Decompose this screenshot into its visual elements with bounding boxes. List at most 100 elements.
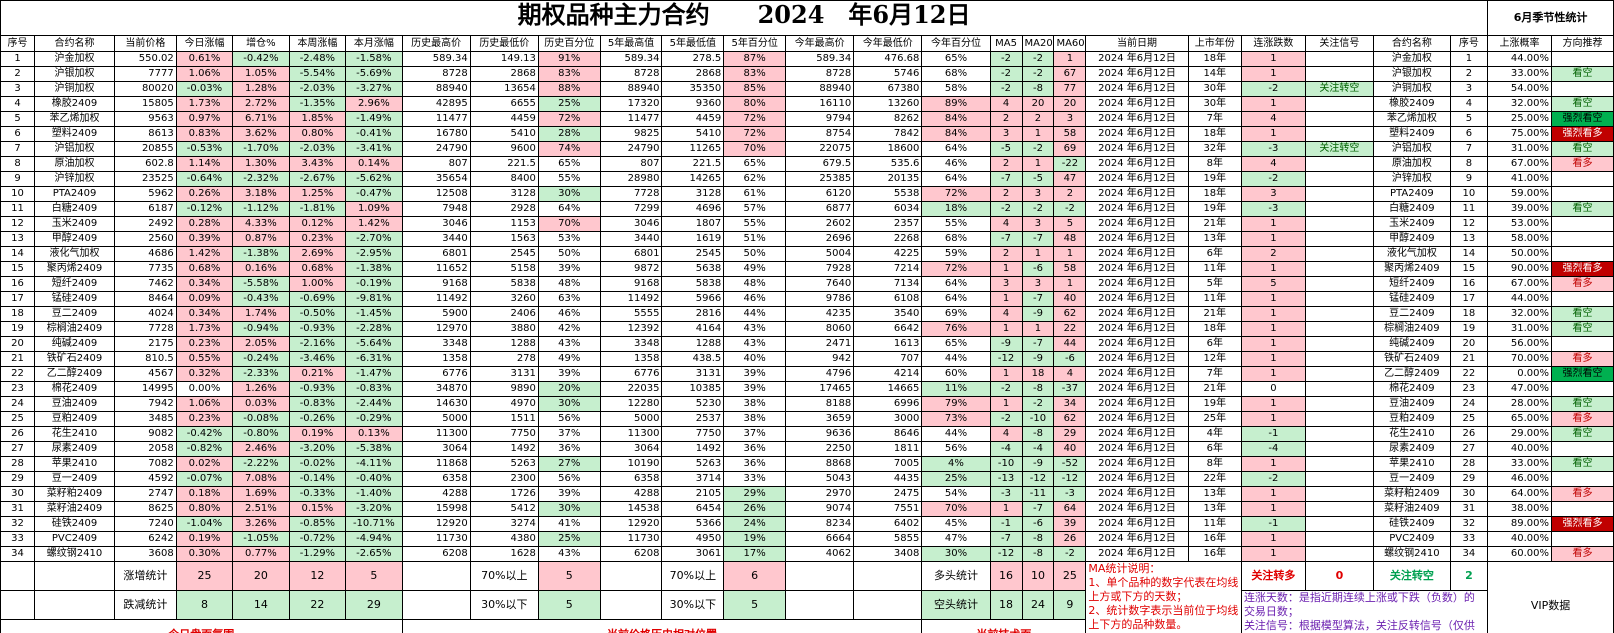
year-percentile: 11% xyxy=(921,381,991,397)
column-header: 历史最低价 xyxy=(469,35,539,52)
watch-signal xyxy=(1304,366,1375,382)
row-index-right: 24 xyxy=(1449,396,1489,412)
column-header: 合约名称 xyxy=(34,35,115,52)
five-year-high: 6208 xyxy=(599,546,663,562)
ma5: -3 xyxy=(989,486,1023,502)
ma20: 18 xyxy=(1021,366,1055,382)
ma20: -10 xyxy=(1021,411,1055,427)
oi-change: -2.33% xyxy=(232,366,290,382)
year-percentile: 18% xyxy=(921,201,991,217)
row-index: 10 xyxy=(0,186,36,202)
ma5: 4 xyxy=(989,216,1023,232)
row-index-right: 19 xyxy=(1449,321,1489,337)
rise-probability: 59.00% xyxy=(1487,186,1552,202)
contract-name: 豆油2409 xyxy=(34,396,115,412)
current-date: 2024 年6月12日 xyxy=(1085,426,1189,442)
current-date: 2024 年6月12日 xyxy=(1085,201,1189,217)
table-row: 25 豆粕2409 3485 0.23% -0.08% -0.26% -0.29% 5000 1… xyxy=(0,411,1614,427)
hist-high: 11868 xyxy=(401,456,471,472)
table-row: 23 棉花2409 14995 0.00% 1.26% -0.93% -0.83% 34870… xyxy=(0,381,1614,397)
five-year-low: 1288 xyxy=(661,336,725,352)
five-year-high: 11477 xyxy=(599,111,663,127)
ma20: -6 xyxy=(1021,516,1055,532)
hist-low: 5158 xyxy=(469,261,539,277)
row-index: 27 xyxy=(0,441,36,457)
direction-recommendation: 看空 xyxy=(1551,66,1614,82)
contract-name-right: PVC2409 xyxy=(1373,531,1451,547)
current-date: 2024 年6月12日 xyxy=(1085,531,1189,547)
direction-recommendation xyxy=(1551,291,1614,307)
streak-count: 1 xyxy=(1240,456,1306,472)
row-index: 34 xyxy=(0,546,36,562)
year-high: 8868 xyxy=(785,456,855,472)
ma5: -2 xyxy=(989,51,1023,67)
week-change: 1.85% xyxy=(288,111,347,127)
table-row: 14 液化气加权 4686 1.42% -1.38% 2.69% -2.95% 6801 254… xyxy=(0,246,1614,262)
week-change: 3.43% xyxy=(288,156,347,172)
contract-name: 沪铝加权 xyxy=(34,141,115,157)
row-index-right: 26 xyxy=(1449,426,1489,442)
hist-above-value: 5 xyxy=(537,561,601,591)
watch-signal xyxy=(1304,156,1375,172)
contract-name-right: 液化气加权 xyxy=(1373,246,1451,262)
ma60: 58 xyxy=(1053,261,1087,277)
column-header: 当前价格 xyxy=(113,35,177,52)
ma20: -7 xyxy=(1021,336,1055,352)
rise-probability: 67.00% xyxy=(1487,276,1552,292)
vip-cell: VIP数据 xyxy=(1487,561,1614,633)
streak-count: 1 xyxy=(1240,396,1306,412)
ma5: -2 xyxy=(989,381,1023,397)
ma5: -7 xyxy=(989,171,1023,187)
ma-note-2: 2、统计数字表示当前位于均线上下方的品种数量。 xyxy=(1088,604,1239,631)
hist-percentile: 64% xyxy=(537,201,601,217)
month-change: -1.47% xyxy=(345,366,403,382)
five-year-low: 278.5 xyxy=(661,51,725,67)
five-year-high: 12392 xyxy=(599,321,663,337)
year-percentile: 55% xyxy=(921,216,991,232)
hist-high: 34870 xyxy=(401,381,471,397)
year-percentile: 45% xyxy=(921,516,991,532)
oi-change: -1.12% xyxy=(232,201,290,217)
bear-stat-ma20: 24 xyxy=(1021,590,1055,620)
ma60: -12 xyxy=(1053,471,1087,487)
current-date: 2024 年6月12日 xyxy=(1085,411,1189,427)
listing-years: 7年 xyxy=(1187,111,1242,127)
week-change: -1.81% xyxy=(288,201,347,217)
year-low: 6996 xyxy=(853,396,923,412)
direction-recommendation: 看多 xyxy=(1551,351,1614,367)
header-row: 序号 合约名称 当前价格 今日涨幅 增仓% 本周涨幅 本月涨幅 历史最高价 历史最低价 历史百分位… xyxy=(0,35,1614,52)
ma5: 1 xyxy=(989,396,1023,412)
current-date: 2024 年6月12日 xyxy=(1085,276,1189,292)
five-year-low: 7750 xyxy=(661,426,725,442)
five-year-percentile: 40% xyxy=(723,351,787,367)
year-low: 14665 xyxy=(853,381,923,397)
up-stat-oi: 20 xyxy=(232,561,290,591)
table-row: 3 沪铜加权 80020 -0.03% 1.28% -2.03% -3.27% 88940 13… xyxy=(0,81,1614,97)
today-change: -0.53% xyxy=(175,141,234,157)
week-change: -0.85% xyxy=(288,516,347,532)
rise-probability: 40.00% xyxy=(1487,441,1552,457)
oi-change: -0.94% xyxy=(232,321,290,337)
oi-change: -0.43% xyxy=(232,291,290,307)
watch-signal xyxy=(1304,501,1375,517)
ma-note-title: MA统计说明： xyxy=(1088,562,1161,576)
year-low: 476.68 xyxy=(853,51,923,67)
five-year-percentile: 39% xyxy=(723,366,787,382)
year-percentile: 84% xyxy=(921,126,991,142)
column-header: 序号 xyxy=(1449,35,1489,52)
hist-low: 3131 xyxy=(469,366,539,382)
hist-high: 12920 xyxy=(401,516,471,532)
column-header: 本月涨幅 xyxy=(345,35,403,52)
five-year-high: 14538 xyxy=(599,501,663,517)
ma60: -3 xyxy=(1053,486,1087,502)
streak-count: 1 xyxy=(1240,411,1306,427)
row-index-right: 34 xyxy=(1449,546,1489,562)
current-date: 2024 年6月12日 xyxy=(1085,96,1189,112)
current-price: 6242 xyxy=(113,531,177,547)
five-year-high: 8728 xyxy=(599,66,663,82)
current-price: 4592 xyxy=(113,471,177,487)
month-change: -1.38% xyxy=(345,261,403,277)
contract-name-right: 豆二2409 xyxy=(1373,306,1451,322)
five-year-percentile: 57% xyxy=(723,201,787,217)
month-change: 0.13% xyxy=(345,426,403,442)
